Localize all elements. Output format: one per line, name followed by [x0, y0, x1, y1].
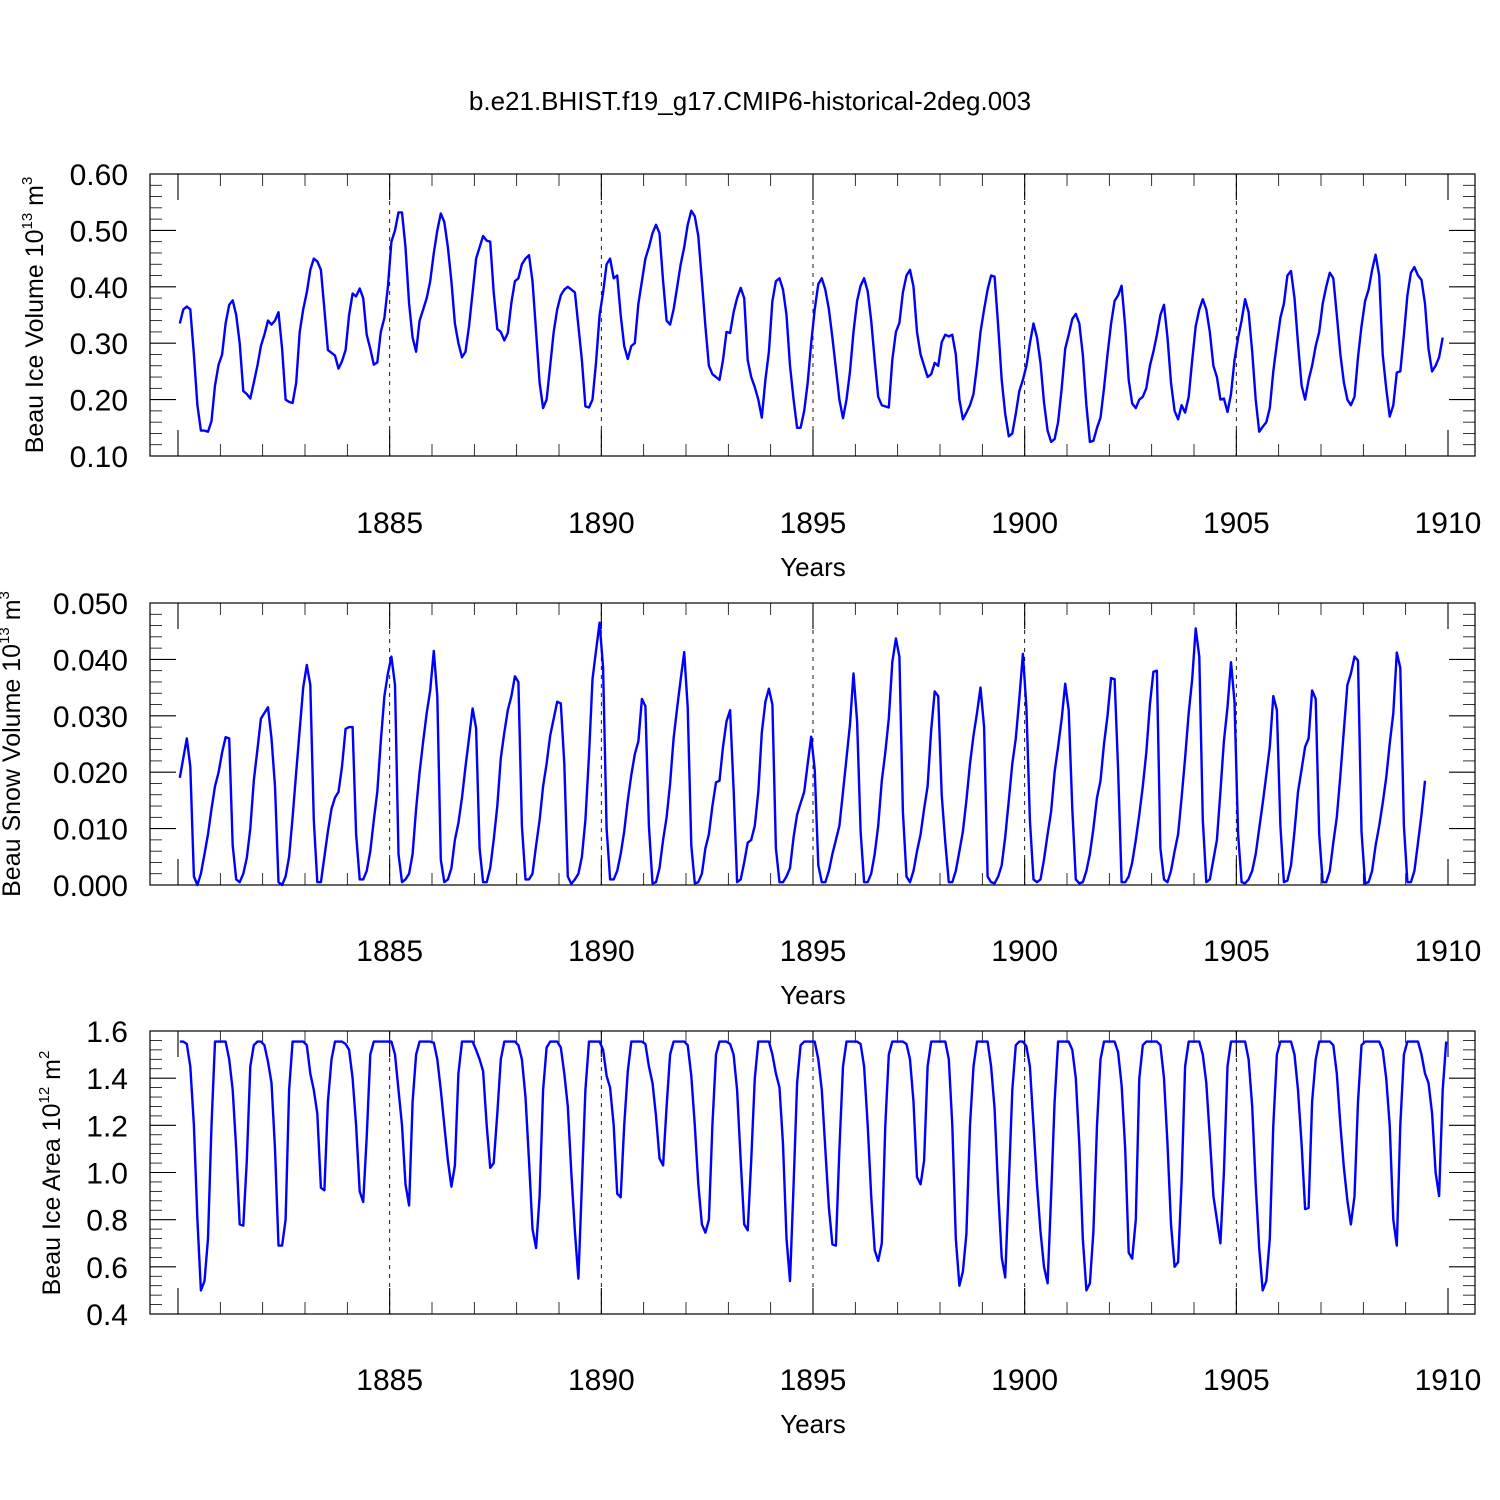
x-tick-label: 1900: [991, 935, 1058, 968]
x-axis-label: Years: [780, 1409, 846, 1439]
y-tick-label: 0.040: [53, 644, 128, 677]
x-tick-label: 1885: [356, 1364, 423, 1397]
ice-area-series-line: [179, 1040, 1448, 1292]
y-tick-label: 0.60: [70, 159, 128, 192]
x-tick-label: 1910: [1415, 935, 1482, 968]
x-tick-label: 1905: [1203, 935, 1270, 968]
x-tick-label: 1890: [568, 935, 635, 968]
y-tick-label: 0.40: [70, 272, 128, 305]
y-tick-label: 0.6: [86, 1252, 128, 1285]
x-tick-label: 1895: [780, 1364, 847, 1397]
y-tick-label: 0.10: [70, 441, 128, 474]
y-tick-label: 0.030: [53, 701, 128, 734]
x-tick-label: 1900: [991, 507, 1058, 540]
x-axis-label: Years: [780, 552, 846, 582]
y-tick-label: 0.000: [53, 870, 128, 903]
y-tick-label: 1.6: [86, 1016, 128, 1049]
y-tick-label: 0.8: [86, 1205, 128, 1238]
x-tick-label: 1885: [356, 507, 423, 540]
ice-area-panel: 1885 1890 1895 1900 1905 1910 0.4 0.6 0.8 1.0 1.2 1…: [36, 1016, 1481, 1439]
x-tick-label: 1905: [1203, 1364, 1270, 1397]
y-axis-label: Beau Snow Volume 1013 m3: [0, 591, 26, 897]
y-axis-label: Beau Ice Area 1012 m2: [36, 1051, 66, 1296]
y-tick-label: 0.20: [70, 385, 128, 418]
x-tick-label: 1905: [1203, 507, 1270, 540]
x-tick-label: 1890: [568, 507, 635, 540]
x-tick-label: 1910: [1415, 507, 1482, 540]
y-tick-label: 1.4: [86, 1063, 128, 1096]
y-tick-label: 0.50: [70, 215, 128, 248]
ice-volume-panel: 1885 1890 1895 1900 1905 1910 0.10 0.20 0.30 0.40…: [19, 159, 1481, 582]
figure-title: b.e21.BHIST.f19_g17.CMIP6-historical-2de…: [469, 86, 1031, 116]
y-tick-label: 0.050: [53, 588, 128, 621]
x-tick-label: 1895: [780, 935, 847, 968]
snow-volume-panel: 1885 1890 1895 1900 1905 1910 0.000 0.010 0.020 0…: [0, 588, 1481, 1010]
x-tick-label: 1885: [356, 935, 423, 968]
x-tick-label: 1890: [568, 1364, 635, 1397]
x-tick-label: 1910: [1415, 1364, 1482, 1397]
y-tick-label: 0.020: [53, 757, 128, 790]
x-tick-label: 1900: [991, 1364, 1058, 1397]
y-tick-label: 0.010: [53, 814, 128, 847]
x-axis-label: Years: [780, 980, 846, 1010]
y-tick-label: 1.0: [86, 1158, 128, 1191]
y-tick-label: 1.2: [86, 1110, 128, 1143]
ice-volume-series-line: [178, 209, 1444, 444]
x-tick-label: 1895: [780, 507, 847, 540]
y-tick-label: 0.30: [70, 328, 128, 361]
y-axis-label: Beau Ice Volume 1013 m3: [19, 177, 49, 454]
y-tick-label: 0.4: [86, 1299, 128, 1332]
snow-volume-series-line: [178, 621, 1427, 887]
